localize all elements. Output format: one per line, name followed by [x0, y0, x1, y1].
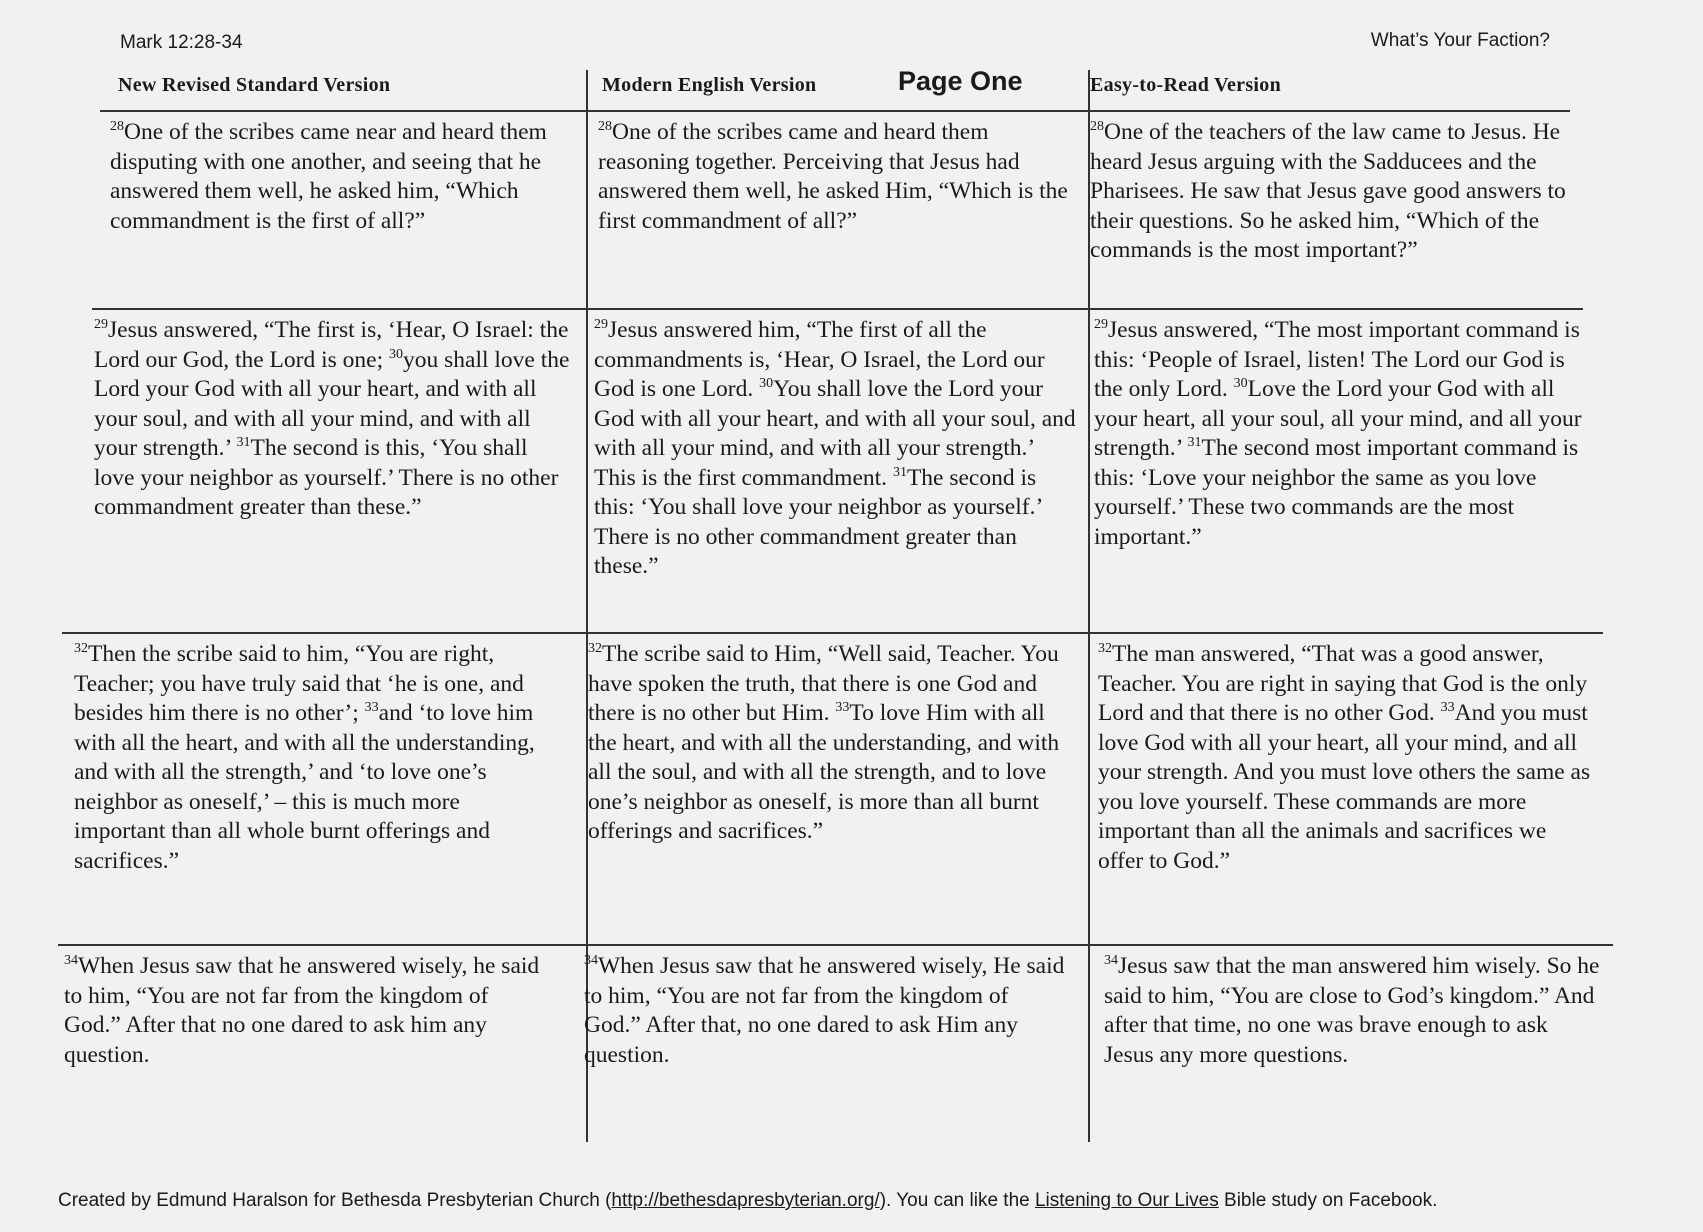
verse-cell: 28One of the teachers of the law came to…: [1090, 118, 1586, 266]
verse-text: and ‘to love him with all the heart, and…: [74, 700, 535, 874]
verse-number: 31: [1187, 435, 1202, 450]
verse-text: Jesus answered, “The most important comm…: [1094, 317, 1580, 402]
verse-text: Love the Lord your God with all your hea…: [1094, 376, 1582, 461]
footer-credit: Created by Edmund Haralson for Bethesda …: [58, 1190, 1437, 1212]
verse-text: One of the teachers of the law came to J…: [1090, 119, 1566, 263]
verse-text: The second most important command is thi…: [1094, 435, 1579, 550]
verse-cell: 29Jesus answered him, “The first of all …: [594, 316, 1080, 582]
verse-text: you shall love the Lord your God with al…: [94, 346, 570, 462]
footer-middle: ). You can like the: [879, 1190, 1035, 1211]
verse-number: 32: [74, 641, 88, 656]
verse-text: Jesus answered him, “The first of all th…: [594, 317, 1045, 402]
verse-number: 29: [594, 317, 608, 332]
study-link[interactable]: Listening to Our Lives: [1034, 1190, 1219, 1211]
column-header-nrsv: New Revised Standard Version: [118, 74, 391, 96]
column-header-mev: Modern English Version: [602, 74, 817, 96]
verse-cell: 34When Jesus saw that he answered wisely…: [584, 952, 1070, 1070]
row-divider: [92, 308, 1583, 310]
verse-text: To love Him with all the heart, and with…: [588, 700, 1060, 844]
verse-text: The second is this: ‘You shall love your…: [594, 464, 1042, 580]
column-header-erv: Easy-to-Read Version: [1090, 74, 1282, 96]
verse-text: You shall love the Lord your God with al…: [594, 376, 1076, 491]
scripture-reference: Mark 12:28-34: [120, 32, 243, 53]
verse-text: When Jesus saw that he answered wisely, …: [64, 953, 540, 1068]
verse-text: The second is this, ‘You shall love your…: [94, 435, 559, 520]
verse-number: 34: [584, 953, 598, 968]
verse-number: 30: [389, 346, 404, 362]
verse-number: 30: [759, 376, 774, 391]
row-divider: [58, 944, 1613, 946]
verse-cell: 34Jesus saw that the man answered him wi…: [1104, 952, 1600, 1070]
verse-text: Jesus saw that the man answered him wise…: [1104, 953, 1600, 1068]
verse-number: 28: [110, 119, 124, 134]
verse-number: 31: [236, 435, 251, 450]
verse-number: 33: [1440, 700, 1455, 715]
verse-number: 34: [64, 953, 78, 968]
verse-number: 33: [835, 700, 850, 715]
verse-text: The scribe said to Him, “Well said, Teac…: [588, 641, 1059, 726]
verse-cell: 28One of the scribes came and heard them…: [598, 118, 1084, 236]
verse-number: 31: [892, 464, 907, 480]
verse-cell: 28One of the scribes came near and heard…: [110, 118, 588, 236]
verse-cell: 32The man answered, “That was a good ans…: [1098, 640, 1594, 876]
verse-number: 28: [1090, 119, 1104, 134]
footer-prefix: Created by Edmund Haralson for Bethesda …: [58, 1190, 612, 1211]
verse-number: 29: [1094, 317, 1108, 332]
verse-number: 28: [598, 119, 612, 134]
page-label: Page One: [898, 66, 1023, 96]
document-title: What’s Your Faction?: [1370, 30, 1550, 51]
verse-number: 32: [1098, 641, 1112, 656]
verse-text: The man answered, “That was a good answe…: [1098, 641, 1588, 726]
verse-text: One of the scribes came and heard them r…: [598, 119, 1068, 234]
verse-cell: 29Jesus answered, “The most important co…: [1094, 316, 1590, 552]
row-divider: [100, 110, 1570, 112]
verse-number: 30: [1233, 376, 1248, 391]
verse-cell: 29Jesus answered, “The first is, ‘Hear, …: [94, 316, 572, 523]
row-divider: [62, 632, 1603, 634]
verse-text: And you must love God with all your hear…: [1098, 700, 1591, 874]
verse-text: One of the scribes came near and heard t…: [110, 119, 547, 234]
verse-number: 33: [364, 700, 379, 715]
verse-cell: 32The scribe said to Him, “Well said, Te…: [588, 640, 1074, 847]
verse-number: 34: [1104, 953, 1118, 968]
verse-number: 32: [588, 641, 602, 656]
column-divider: [586, 70, 588, 1142]
verse-cell: 32Then the scribe said to him, “You are …: [74, 640, 552, 876]
verse-text: Jesus answered, “The first is, ‘Hear, O …: [94, 317, 569, 373]
verse-number: 29: [94, 317, 108, 332]
verse-cell: 34When Jesus saw that he answered wisely…: [64, 952, 542, 1070]
verse-text: When Jesus saw that he answered wisely, …: [584, 953, 1065, 1068]
website-link[interactable]: http://bethesdapresbyterian.org/: [611, 1190, 880, 1211]
footer-suffix: Bible study on Facebook.: [1218, 1190, 1438, 1211]
verse-text: Then the scribe said to him, “You are ri…: [74, 641, 524, 726]
column-divider: [1088, 70, 1090, 1142]
